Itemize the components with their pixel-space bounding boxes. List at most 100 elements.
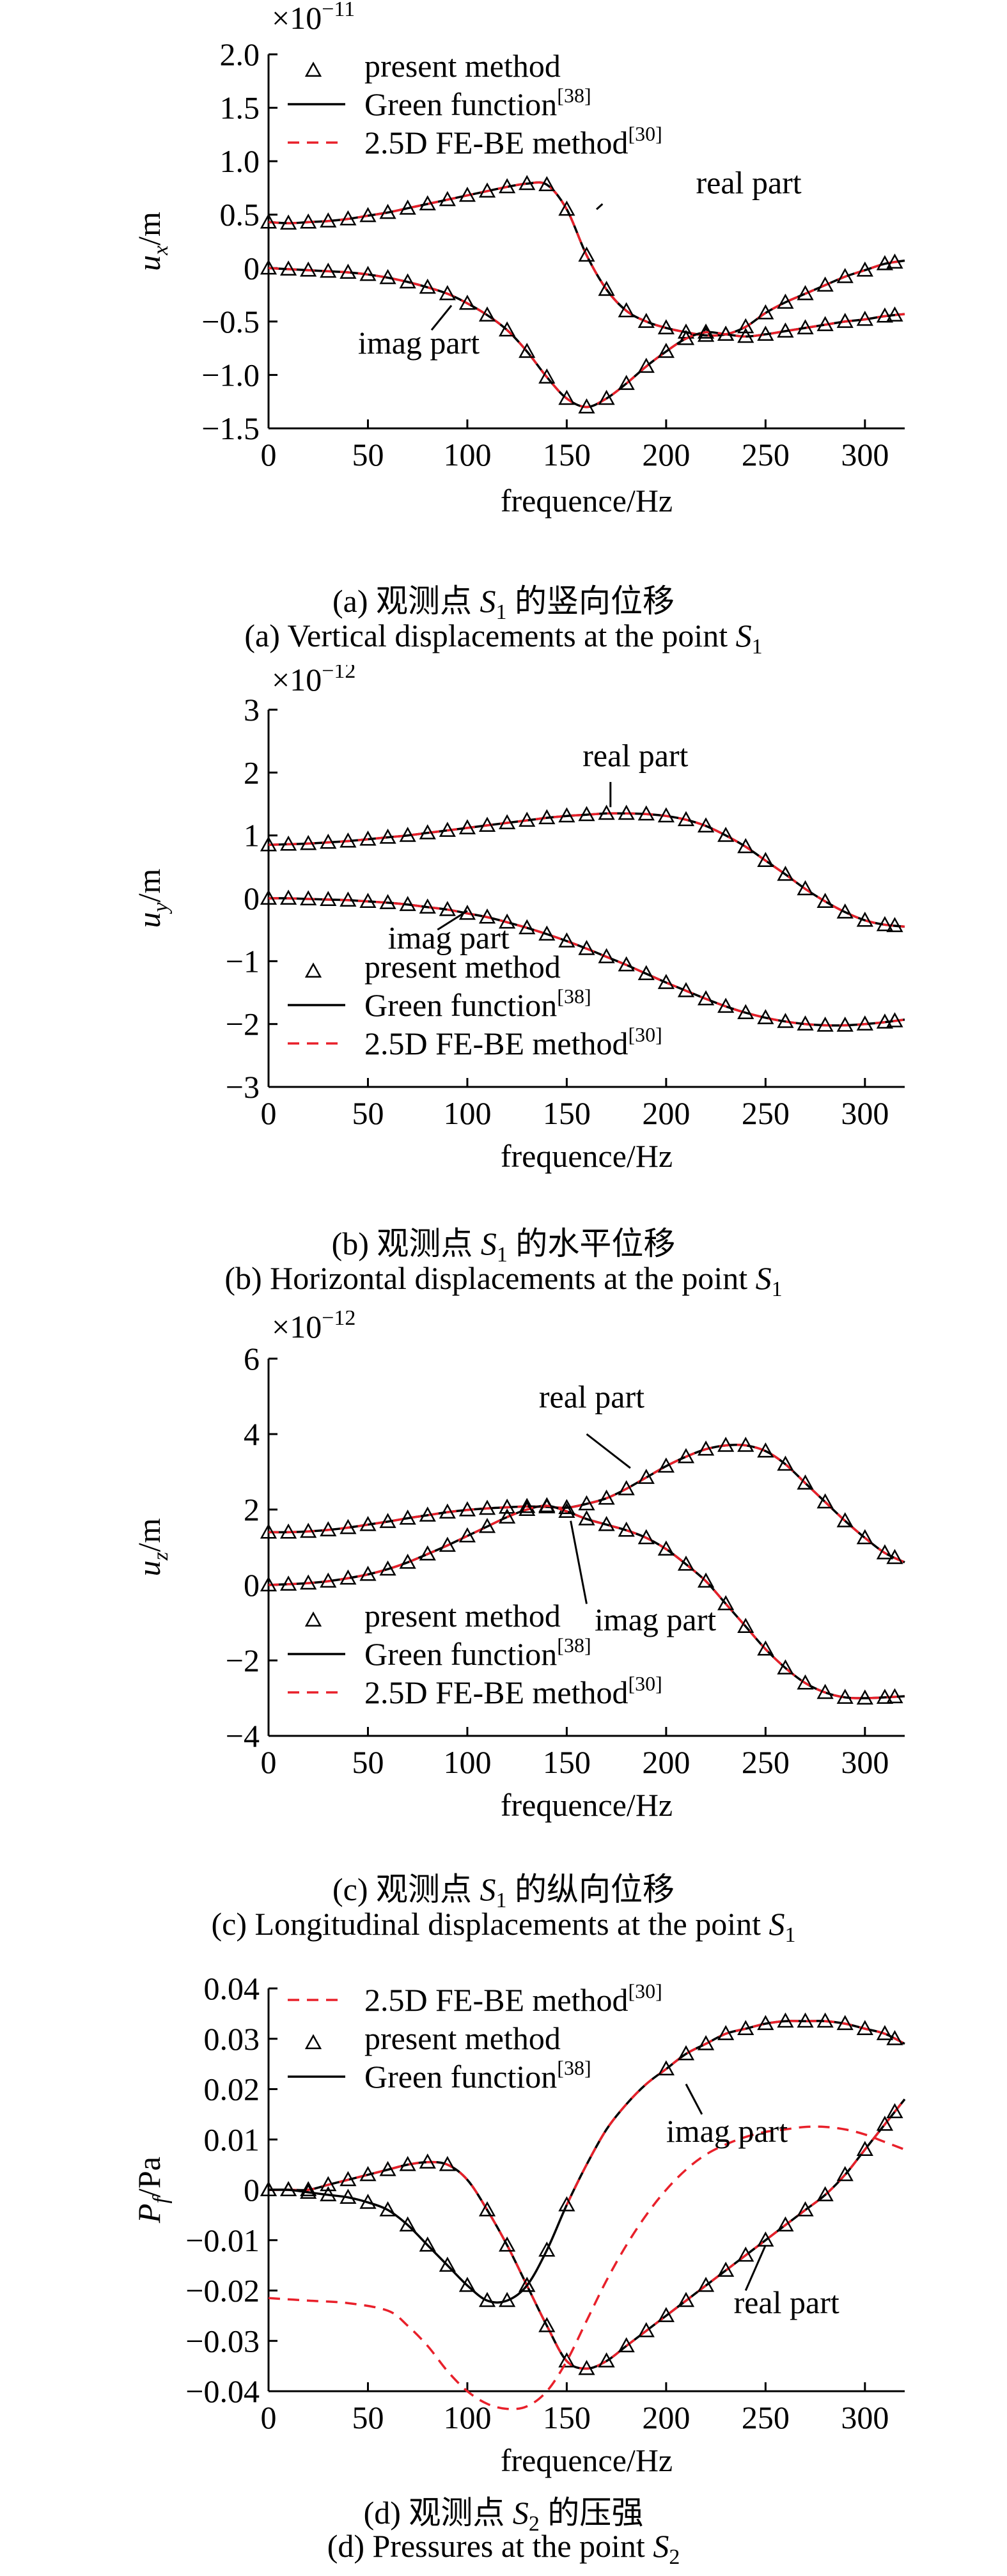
caption-cn-c-var: S — [480, 1871, 496, 1907]
marker-a-1-8 — [419, 278, 436, 294]
exponent-power-b: −12 — [322, 665, 355, 683]
marker-a-1-6 — [379, 269, 396, 285]
marker-a-1-9 — [439, 285, 456, 301]
caption-en-c-sub: 1 — [785, 1923, 796, 1947]
marker-a-0-5 — [359, 207, 377, 222]
caption-cn-d-suffix: 的压强 — [539, 2495, 644, 2531]
legend-text-d-0: 2.5D FE-BE method[30] — [364, 1979, 662, 2018]
marker-c-0-17 — [598, 1489, 615, 1505]
legend-label-b-2: 2.5D FE-BE method — [364, 1026, 628, 1061]
marker-a-0-7 — [399, 199, 416, 215]
x-tick-label-b-5: 250 — [742, 1095, 790, 1131]
caption-en-d: (d) Pressures at the point S2 — [0, 2527, 1007, 2570]
caption-cn-a-var: S — [480, 583, 496, 619]
legend-text-c-0: present method — [364, 1598, 561, 1634]
marker-c-0-5 — [359, 1516, 377, 1531]
marker-c-1-1 — [279, 1575, 297, 1591]
x-tick-label-d-0: 0 — [261, 2400, 277, 2435]
annotation-leader-d-0 — [685, 2083, 703, 2115]
marker-b-1-23 — [717, 997, 735, 1013]
marker-c-0-24 — [737, 1437, 754, 1452]
annotation-d-1: real part — [734, 2284, 839, 2320]
marker-a-1-2 — [300, 262, 317, 277]
marker-b-1-31 — [876, 1013, 894, 1029]
caption-cn-d-var: S — [512, 2495, 529, 2531]
marker-b-1-3 — [320, 891, 337, 907]
marker-c-1-9 — [439, 1536, 456, 1552]
y-tick-label-c-2: 0 — [244, 1567, 260, 1603]
x-axis-label-d: frequence/Hz — [501, 2442, 673, 2478]
marker-a-1-26 — [777, 322, 794, 338]
marker-c-1-17 — [598, 1516, 615, 1531]
marker-a-0-18 — [618, 302, 635, 318]
marker-c-0-6 — [379, 1513, 396, 1528]
marker-a-0-32 — [886, 253, 903, 269]
y-tick-label-a-5: 1.0 — [220, 143, 260, 179]
marker-b-1-17 — [598, 948, 615, 964]
marker-c-1-26 — [777, 1659, 794, 1674]
marker-d-0-28 — [836, 2166, 854, 2182]
caption-cn-d-sub: 2 — [528, 2512, 540, 2536]
series-line-febe-b-0 — [268, 812, 905, 928]
y-tick-label-d-1: −0.03 — [185, 2323, 260, 2359]
legend-ref-b-1: [38] — [557, 985, 591, 1008]
marker-d-1-24 — [816, 2012, 834, 2028]
marker-d-0-14 — [558, 2352, 575, 2368]
x-tick-label-a-1: 50 — [352, 437, 384, 472]
marker-a-0-6 — [379, 203, 396, 219]
y-axis-label-unit-b: /m — [131, 868, 167, 902]
caption-cn-c-prefix: (c) 观测点 — [332, 1871, 480, 1907]
marker-b-1-21 — [677, 981, 695, 997]
marker-a-1-28 — [816, 316, 834, 331]
series-line-febe-d-0 — [269, 2098, 906, 2370]
legend-marker-d — [304, 2034, 322, 2050]
marker-d-0-10 — [478, 2201, 496, 2217]
marker-b-0-1 — [279, 835, 297, 851]
marker-c-1-3 — [320, 1572, 337, 1588]
marker-a-1-19 — [637, 357, 655, 373]
annotation-leader-a-1 — [430, 304, 453, 331]
caption-en-d-var: S — [653, 2528, 669, 2564]
x-tick-label-b-0: 0 — [261, 1095, 277, 1131]
marker-a-1-27 — [797, 319, 814, 334]
marker-d-0-21 — [697, 2277, 715, 2292]
marker-b-0-24 — [737, 838, 754, 854]
series-line-green-c-0 — [268, 1444, 905, 1564]
marker-a-1-21 — [677, 330, 695, 345]
marker-d-1-25 — [836, 2015, 854, 2031]
legend-label-d-2: Green function — [364, 2059, 557, 2095]
legend-label-b-0: present method — [364, 949, 561, 985]
marker-a-0-8 — [419, 195, 436, 211]
marker-a-0-31 — [876, 255, 894, 270]
marker-b-0-11 — [478, 816, 496, 832]
y-tick-label-a-6: 1.5 — [220, 90, 260, 126]
marker-d-0-17 — [618, 2337, 635, 2353]
legend-ref-a-2: [30] — [628, 122, 662, 145]
marker-c-1-2 — [300, 1574, 317, 1590]
marker-b-0-10 — [458, 819, 476, 834]
y-axis-label-c: uz/m — [131, 1518, 173, 1576]
legend-label-d-0: 2.5D FE-BE method — [364, 1982, 628, 2018]
marker-a-0-10 — [458, 187, 476, 202]
marker-a-1-32 — [886, 306, 903, 322]
marker-d-1-22 — [777, 2012, 794, 2028]
marker-d-0-4 — [340, 2171, 357, 2187]
legend-ref-d-0: [30] — [628, 1979, 662, 2002]
marker-c-1-7 — [399, 1554, 416, 1569]
y-tick-label-d-6: 0.02 — [204, 2072, 260, 2107]
y-axis-label-sub-a: x — [149, 246, 173, 256]
annotation-leader-b-1 — [437, 910, 468, 931]
marker-a-1-14 — [538, 368, 556, 384]
marker-a-1-11 — [478, 306, 496, 322]
y-tick-label-a-2: −0.5 — [201, 304, 260, 340]
x-tick-label-a-5: 250 — [742, 437, 790, 472]
series-line-febe-c-0 — [268, 1444, 905, 1564]
marker-a-0-25 — [757, 304, 774, 320]
marker-a-1-29 — [836, 313, 854, 328]
marker-a-0-28 — [816, 276, 834, 292]
caption-cn-b: (b) 观测点 S1 的水平位移 — [0, 1218, 1007, 1267]
y-tick-label-a-3: 0 — [244, 250, 260, 286]
marker-a-0-11 — [478, 182, 496, 198]
legend-label-a-0: present method — [364, 48, 561, 84]
